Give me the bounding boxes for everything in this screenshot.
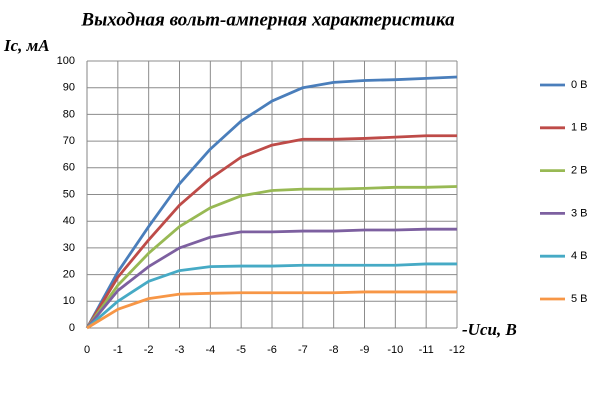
y-tick-label: 90 xyxy=(63,82,75,94)
legend-label: 2 В xyxy=(571,165,588,177)
series-line xyxy=(85,134,457,329)
legend-label: 4 В xyxy=(571,250,588,262)
x-tick-label: -8 xyxy=(329,344,339,356)
series-line xyxy=(85,227,457,329)
x-tick-label: -3 xyxy=(175,344,185,356)
legend-label: 0 В xyxy=(571,79,588,91)
series-line xyxy=(85,75,458,329)
x-axis-label: -Uси, В xyxy=(462,320,517,339)
x-tick-label: -12 xyxy=(449,344,465,356)
y-tick-label: 80 xyxy=(63,108,75,120)
y-tick-label: 60 xyxy=(63,162,75,174)
legend-label: 1 В xyxy=(571,122,588,134)
y-tick-label: 40 xyxy=(63,215,75,227)
x-tick-label: -5 xyxy=(236,344,246,356)
y-axis-label: Ic, мА xyxy=(3,36,50,55)
legend-label: 5 В xyxy=(571,293,588,305)
x-tick-label: -4 xyxy=(205,344,215,356)
y-tick-label: 100 xyxy=(57,55,75,67)
y-tick-label: 0 xyxy=(69,322,75,334)
chart-title: Выходная вольт-амперная характеристика xyxy=(80,9,455,30)
x-tick-label: -9 xyxy=(360,344,370,356)
y-tick-label: 70 xyxy=(63,135,75,147)
series-line xyxy=(85,185,458,329)
x-tick-label: -2 xyxy=(144,344,154,356)
y-tick-label: 20 xyxy=(63,269,75,281)
legend-label: 3 В xyxy=(571,207,588,219)
x-tick-label: -10 xyxy=(387,344,403,356)
series-line xyxy=(86,290,457,330)
x-tick-label: -11 xyxy=(419,344,434,356)
x-tick-label: -6 xyxy=(267,344,277,356)
x-tick-label: 0 xyxy=(84,344,90,356)
x-tick-label: -7 xyxy=(298,344,308,356)
y-tick-label: 30 xyxy=(63,242,75,254)
y-tick-label: 50 xyxy=(63,188,75,200)
series-line xyxy=(86,262,457,330)
y-tick-label: 10 xyxy=(63,295,75,307)
x-tick-label: -1 xyxy=(113,344,123,356)
